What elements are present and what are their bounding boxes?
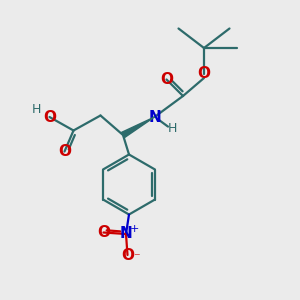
Text: O: O (197, 66, 211, 81)
Text: O: O (160, 72, 173, 87)
Polygon shape (122, 117, 154, 138)
Text: +: + (130, 224, 139, 235)
Text: O: O (121, 248, 134, 262)
Text: N: N (120, 226, 132, 242)
Text: H: H (168, 122, 177, 136)
Text: ⁻: ⁻ (133, 251, 140, 265)
Text: O: O (43, 110, 56, 124)
Text: O: O (58, 144, 71, 159)
Text: O: O (97, 225, 110, 240)
Text: N: N (148, 110, 161, 124)
Text: H: H (32, 103, 41, 116)
